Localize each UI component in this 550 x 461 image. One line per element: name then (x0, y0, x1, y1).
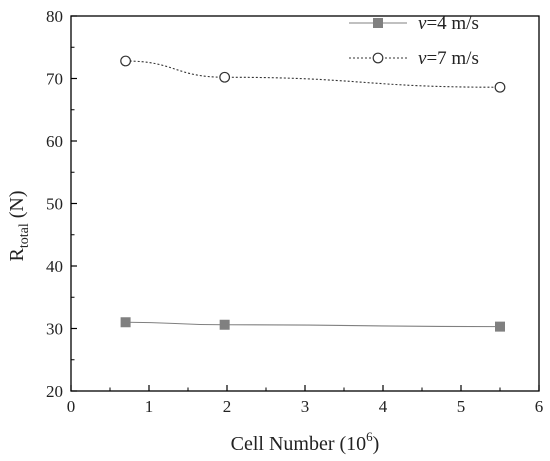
axes: 0 1 2 3 4 5 6 20 30 40 50 60 70 80 (46, 7, 543, 416)
y-axis-title: Rtotal (N) (6, 191, 32, 262)
y-tick-label: 50 (46, 195, 63, 214)
legend-marker (372, 52, 384, 64)
x-tick-label: 6 (535, 397, 544, 416)
y-axis-title-unit: (N) (6, 191, 28, 224)
y-axis-title-main: R (6, 248, 28, 262)
series-line (125, 321, 501, 328)
data-point (120, 55, 131, 67)
legend-marker (373, 18, 383, 28)
x-axis-title-main: Cell Number (10 (231, 433, 367, 455)
legend-label: v=4 m/s (418, 13, 479, 34)
y-tick-label: 20 (46, 382, 63, 401)
y-tick-label: 30 (46, 320, 63, 339)
series-layer (120, 55, 506, 332)
y-axis-title-subscript: total (17, 223, 32, 248)
x-axis-title: Cell Number (106) (231, 429, 380, 455)
data-point (120, 317, 131, 328)
series-1 (120, 317, 505, 332)
x-tick-label: 0 (67, 397, 76, 416)
series-2 (120, 55, 506, 93)
data-point (495, 321, 505, 332)
x-tick-label: 1 (145, 397, 154, 416)
x-axis-title-superscript: 6 (366, 429, 373, 444)
x-tick-label: 2 (223, 397, 232, 416)
legend-item-1: v=4 m/s (349, 13, 479, 34)
y-tick-label: 70 (46, 70, 63, 89)
legend-label: v=7 m/s (418, 48, 479, 69)
y-tick-label: 80 (46, 7, 63, 26)
legend-item-2: v=7 m/s (349, 48, 479, 69)
series-line (125, 60, 501, 88)
x-tick-label: 4 (379, 397, 388, 416)
y-tick-label: 60 (46, 132, 63, 151)
plot-frame (70, 15, 540, 392)
x-axis-title-close: ) (373, 433, 380, 455)
data-point (219, 319, 230, 330)
y-tick-label: 40 (46, 257, 63, 276)
x-tick-label: 5 (457, 397, 466, 416)
data-point (494, 81, 506, 93)
data-point (219, 71, 231, 83)
legend: v=4 m/s v=7 m/s (349, 13, 479, 69)
x-tick-label: 3 (301, 397, 310, 416)
